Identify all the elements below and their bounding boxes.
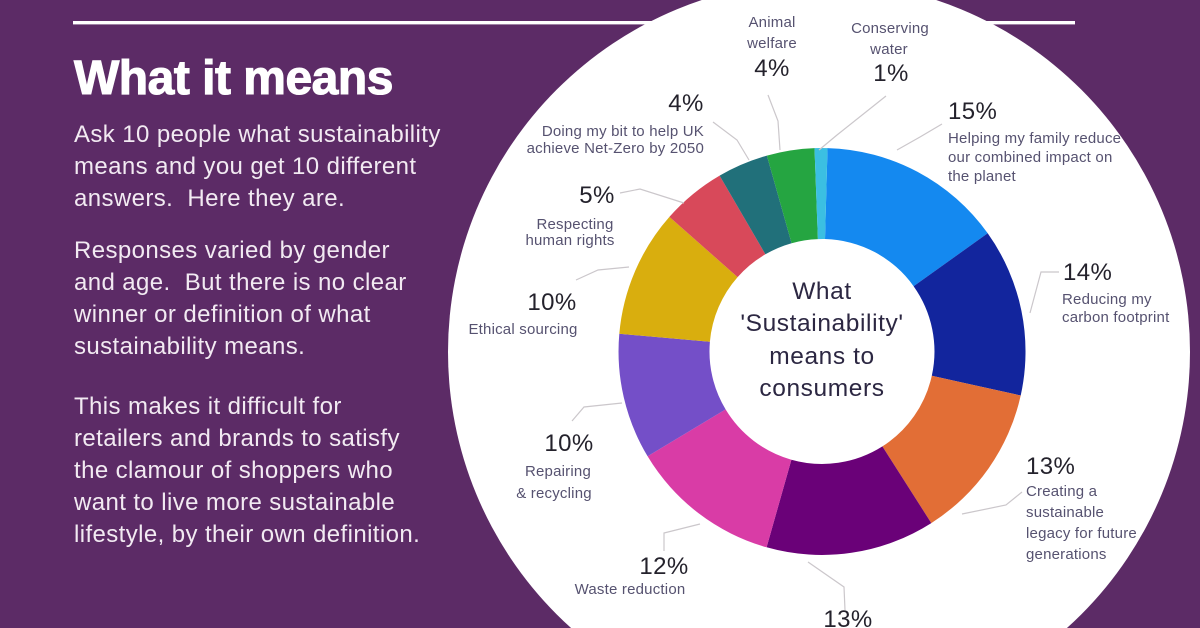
svg-text:13%: 13%	[1026, 453, 1075, 480]
svg-text:the planet: the planet	[948, 168, 1017, 185]
svg-text:legacy for future: legacy for future	[1026, 525, 1137, 542]
svg-text:our combined impact on: our combined impact on	[948, 149, 1113, 166]
svg-text:carbon footprint: carbon footprint	[1062, 309, 1170, 326]
svg-text:Animal: Animal	[748, 14, 795, 31]
svg-text:& recycling: & recycling	[516, 485, 592, 502]
svg-text:Waste reduction: Waste reduction	[575, 581, 686, 598]
svg-text:means to: means to	[769, 343, 875, 370]
svg-text:sustainable: sustainable	[1026, 504, 1104, 521]
svg-text:10%: 10%	[544, 430, 593, 457]
svg-text:15%: 15%	[948, 98, 997, 125]
svg-text:achieve Net-Zero by 2050: achieve Net-Zero by 2050	[527, 140, 704, 157]
svg-text:'Sustainability': 'Sustainability'	[740, 310, 903, 337]
svg-text:What: What	[792, 278, 852, 305]
svg-text:generations: generations	[1026, 546, 1107, 563]
svg-text:14%: 14%	[1063, 259, 1112, 286]
svg-text:Reducing my: Reducing my	[1062, 291, 1152, 308]
svg-text:13%: 13%	[823, 606, 872, 628]
svg-text:Ethical sourcing: Ethical sourcing	[468, 321, 577, 338]
svg-text:human rights: human rights	[525, 232, 614, 249]
svg-text:10%: 10%	[527, 289, 576, 316]
svg-text:12%: 12%	[639, 553, 688, 580]
svg-text:water: water	[869, 41, 908, 58]
svg-text:4%: 4%	[754, 55, 790, 82]
svg-text:4%: 4%	[668, 90, 704, 117]
svg-text:1%: 1%	[873, 60, 909, 87]
svg-text:5%: 5%	[579, 182, 615, 209]
svg-text:consumers: consumers	[759, 375, 884, 402]
svg-text:Creating a: Creating a	[1026, 483, 1098, 500]
svg-text:Conserving: Conserving	[851, 20, 929, 37]
svg-text:welfare: welfare	[746, 35, 797, 52]
svg-text:Helping my family reduce: Helping my family reduce	[948, 130, 1121, 147]
svg-text:Respecting: Respecting	[536, 216, 613, 233]
svg-text:Repairing: Repairing	[525, 463, 591, 480]
svg-text:Doing my bit to help UK: Doing my bit to help UK	[542, 123, 704, 140]
